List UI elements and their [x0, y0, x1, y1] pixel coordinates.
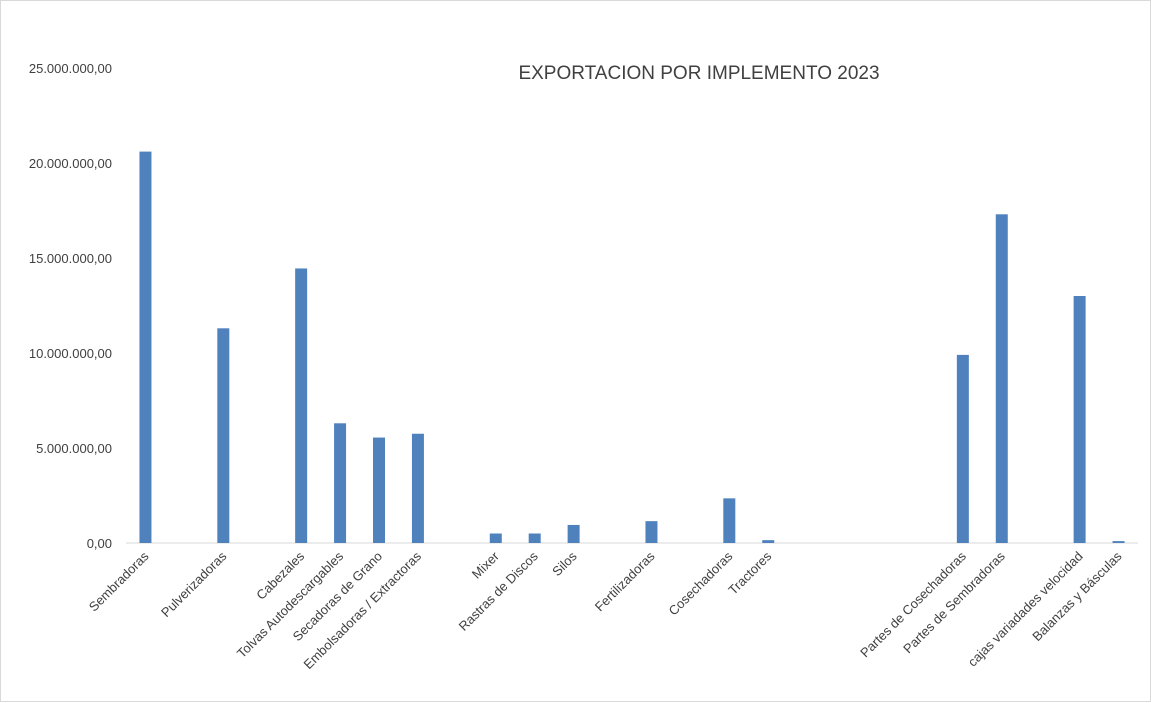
x-tick-label: Fertilizadoras	[592, 548, 658, 614]
y-tick-label: 15.000.000,00	[29, 251, 112, 266]
x-tick-label: Silos	[549, 548, 580, 579]
x-tick-label: Pulverizadoras	[158, 548, 230, 620]
bar	[1073, 296, 1086, 543]
bar	[645, 521, 658, 543]
y-tick-label: 0,00	[87, 536, 112, 551]
x-tick-label: Tractores	[725, 548, 774, 597]
y-tick-label: 10.000.000,00	[29, 346, 112, 361]
bar	[139, 151, 152, 543]
bar	[762, 540, 775, 543]
x-tick-label: Mixer	[469, 548, 503, 582]
bar	[528, 533, 541, 543]
bar	[217, 328, 230, 543]
bar	[567, 524, 580, 543]
bar	[411, 433, 424, 543]
bar	[373, 437, 385, 543]
bar	[489, 533, 502, 543]
bar	[1112, 541, 1125, 543]
bar	[334, 423, 347, 543]
x-tick-label: Cosechadoras	[666, 548, 736, 618]
x-axis-labels: Sembradoras Pulverizadoras CabezalesTolvas…	[86, 548, 1125, 672]
bars	[139, 151, 1125, 544]
y-tick-label: 20.000.000,00	[29, 156, 112, 171]
x-tick-label: Sembradoras	[86, 548, 152, 614]
bar	[295, 268, 308, 543]
y-tick-label: 25.000.000,00	[29, 61, 112, 76]
y-tick-label: 5.000.000,00	[36, 441, 112, 456]
bar	[995, 214, 1008, 544]
bar	[956, 354, 969, 543]
y-axis: 0,00 5.000.000,00 10.000.000,00 15.000.000,…	[29, 61, 112, 551]
bar	[723, 498, 736, 543]
chart-title: EXPORTACION POR IMPLEMENTO 2023	[518, 63, 879, 84]
